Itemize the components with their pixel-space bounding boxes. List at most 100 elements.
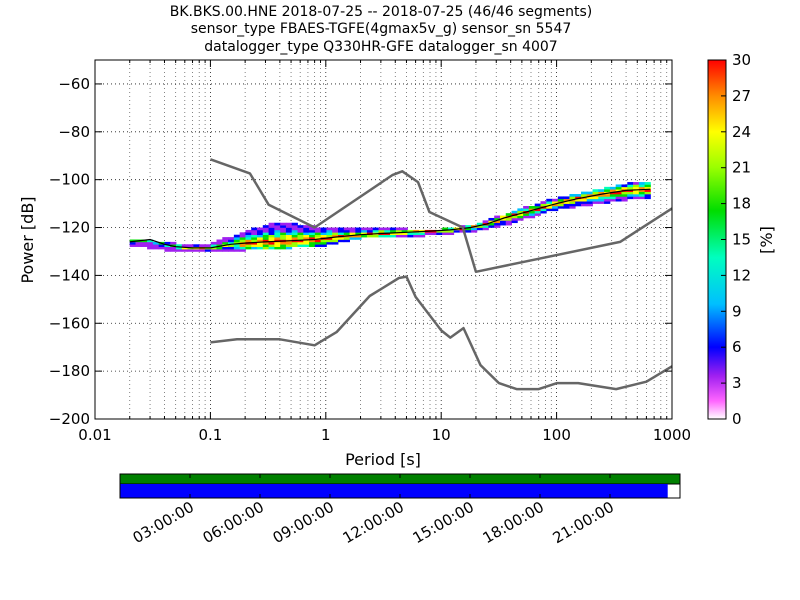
psd-cell (546, 201, 553, 204)
psd-cell (534, 205, 541, 209)
psd-cell (395, 232, 403, 236)
psd-cell (505, 213, 512, 216)
psd-cell (251, 232, 258, 236)
time-tick-label: 15:00:00 (410, 498, 477, 547)
psd-cell (621, 184, 628, 188)
psd-cell (505, 222, 512, 226)
x-axis-label: Period [s] (345, 450, 421, 469)
psd-cell (314, 241, 322, 245)
psd-cell (349, 237, 356, 240)
psd-cell (297, 234, 304, 238)
psd-cell (176, 249, 183, 252)
psd-cell (355, 234, 362, 238)
psd-cell (355, 232, 362, 236)
psd-cell (297, 225, 304, 228)
colorbar-label: [%] (757, 226, 776, 254)
psd-cell (638, 182, 646, 185)
psd-cell (285, 237, 293, 240)
psd-cell (251, 241, 258, 245)
psd-cell (222, 249, 229, 252)
psd-cell (245, 229, 252, 233)
psd-cell (233, 249, 241, 252)
psd-cell (604, 189, 611, 192)
psd-cell (569, 205, 576, 209)
y-axis-label: Power [dB] (18, 196, 37, 283)
psd-cell (326, 234, 333, 238)
psd-cell (546, 205, 553, 209)
psd-cell (297, 232, 304, 236)
psd-cell (638, 186, 646, 190)
psd-cell (233, 246, 241, 250)
title-line-1: BK.BKS.00.HNE 2018-07-25 -- 2018-07-25 (… (170, 4, 593, 20)
psd-cell (361, 234, 368, 238)
psd-cell (621, 196, 628, 200)
psd-cell (257, 232, 264, 236)
psd-cell (407, 234, 414, 238)
psd-cell (233, 239, 241, 243)
psd-cell (320, 234, 327, 238)
psd-cell (465, 229, 472, 233)
title-line-2: sensor_type FBAES-TGFE(4gmax5v_g) sensor… (191, 21, 572, 37)
psd-cell (262, 239, 269, 243)
psd-cell (152, 241, 160, 245)
psd-cell (540, 210, 547, 214)
psd-cell (494, 217, 501, 221)
psd-cell (557, 196, 565, 200)
psd-cell (297, 244, 304, 247)
psd-cell (552, 198, 559, 202)
psd-cell (262, 232, 269, 236)
psd-cell (152, 244, 160, 247)
psd-cell (158, 244, 165, 247)
psd-cell (465, 225, 472, 228)
psd-cell (187, 249, 194, 252)
psd-cell (245, 234, 252, 238)
psd-cell (580, 203, 588, 207)
psd-cell (251, 229, 258, 233)
psd-cell (384, 227, 391, 231)
psd-cell (552, 203, 559, 207)
psd-cell (604, 201, 611, 204)
psd-cell (366, 227, 374, 231)
psd-cell (285, 244, 293, 247)
psd-cell (326, 241, 333, 245)
colorbar-tick-label: 9 (732, 302, 742, 320)
psd-cell (604, 196, 611, 200)
psd-mode-line (129, 188, 651, 249)
psd-cell (580, 198, 588, 202)
psd-cell (436, 232, 443, 236)
psd-cell (332, 229, 339, 233)
noise-model-low (210, 275, 673, 391)
psd-cell (366, 229, 374, 233)
psd-cell (494, 215, 501, 219)
psd-cell (343, 237, 350, 240)
psd-cell (499, 215, 507, 219)
psd-cell (314, 234, 322, 238)
psd-cell (204, 249, 212, 252)
psd-cell (245, 237, 252, 240)
psd-cell (378, 229, 385, 233)
psd-cell (129, 241, 136, 245)
colorbar-tick-label: 6 (732, 338, 742, 356)
colorbar-tick-label: 0 (732, 410, 742, 428)
psd-cell (164, 244, 171, 247)
psd-cell (638, 189, 646, 192)
psd-cell (523, 205, 530, 209)
psd-cell (268, 241, 275, 245)
colorbar-tick-label: 3 (732, 374, 742, 392)
psd-cell (586, 191, 593, 195)
psd-cell (413, 234, 420, 238)
psd-cell (257, 244, 264, 247)
psd-cell (615, 194, 622, 197)
psd-cell (251, 227, 258, 231)
psd-cell (291, 232, 298, 236)
psd-cell (245, 232, 252, 236)
psd-cell (575, 198, 582, 202)
psd-cell (251, 234, 258, 238)
psd-cell (326, 229, 333, 233)
psd-cell (407, 232, 414, 236)
psd-cell (552, 201, 559, 204)
x-tick-label: 0.01 (78, 426, 111, 444)
psd-cell (575, 201, 582, 204)
psd-cell (332, 234, 339, 238)
time-tick-label: 09:00:00 (270, 498, 337, 547)
